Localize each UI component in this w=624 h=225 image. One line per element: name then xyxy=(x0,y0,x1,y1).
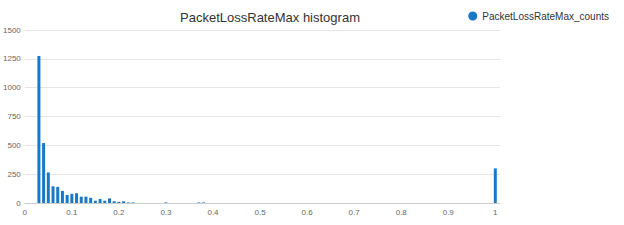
svg-text:0.2: 0.2 xyxy=(113,208,125,217)
svg-text:0.5: 0.5 xyxy=(254,208,266,217)
svg-text:0.3: 0.3 xyxy=(160,208,172,217)
svg-text:0: 0 xyxy=(23,208,28,217)
svg-text:500: 500 xyxy=(7,141,21,150)
svg-text:PacketLossRateMax histogram: PacketLossRateMax histogram xyxy=(180,10,360,25)
svg-text:0.6: 0.6 xyxy=(302,208,314,217)
svg-text:0.7: 0.7 xyxy=(349,208,361,217)
svg-text:0: 0 xyxy=(16,199,21,208)
svg-text:PacketLossRateMax_counts: PacketLossRateMax_counts xyxy=(482,11,609,22)
svg-text:1: 1 xyxy=(493,208,498,217)
svg-text:750: 750 xyxy=(7,112,21,121)
svg-text:250: 250 xyxy=(7,170,21,179)
svg-text:0.1: 0.1 xyxy=(66,208,78,217)
svg-text:1250: 1250 xyxy=(3,54,21,63)
svg-text:1000: 1000 xyxy=(3,83,21,92)
svg-text:0.4: 0.4 xyxy=(207,208,219,217)
svg-text:1500: 1500 xyxy=(3,26,21,35)
svg-text:0.8: 0.8 xyxy=(396,208,408,217)
svg-text:0.9: 0.9 xyxy=(443,208,455,217)
